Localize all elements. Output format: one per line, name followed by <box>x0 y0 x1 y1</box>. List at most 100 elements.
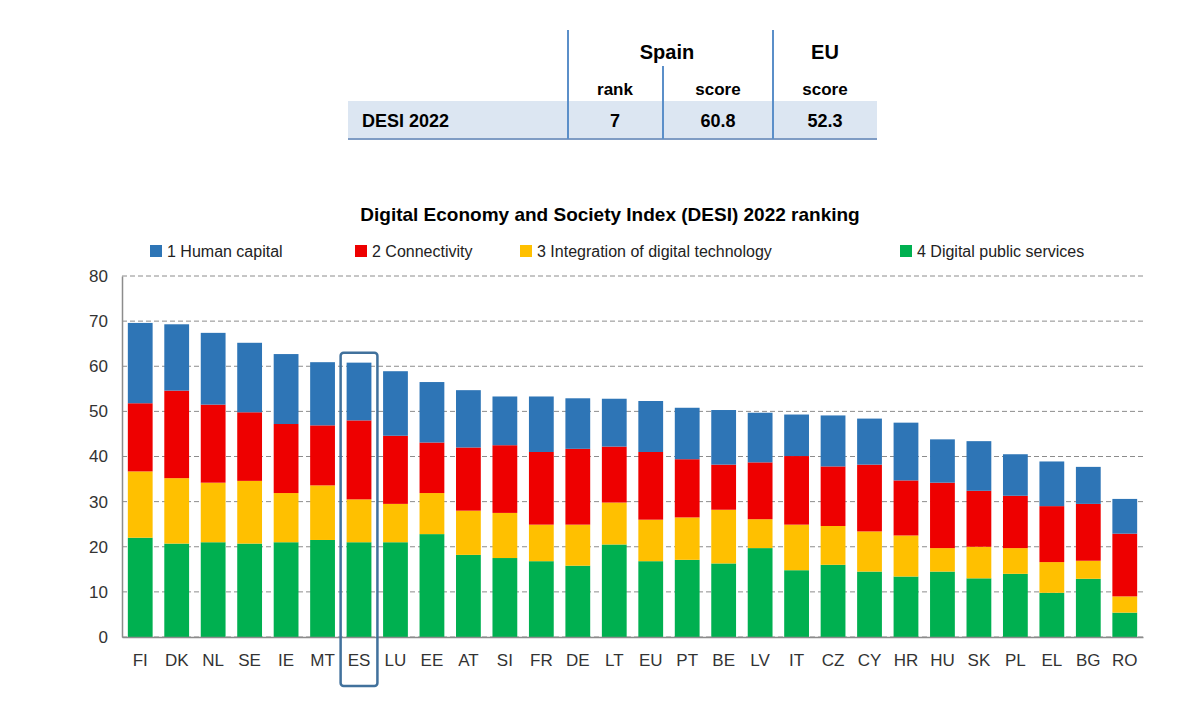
bar-segment <box>274 354 299 424</box>
bar-segment <box>420 534 445 637</box>
x-tick-label: FR <box>530 651 553 670</box>
y-tick-label: 70 <box>89 312 108 331</box>
bar-segment <box>1003 574 1028 637</box>
bar-segment <box>967 578 992 637</box>
bar-segment <box>602 503 627 545</box>
bar-segment <box>492 445 517 513</box>
x-tick: CZ <box>822 637 845 670</box>
bar-segment <box>274 424 299 493</box>
bar-segment <box>711 563 736 637</box>
bar-segment <box>1039 461 1064 506</box>
x-tick-label: BG <box>1076 651 1101 670</box>
bar-segment <box>784 456 809 525</box>
x-tick-label: PL <box>1005 651 1026 670</box>
x-tick: ES <box>348 637 371 670</box>
legend-label: 4 Digital public services <box>917 243 1084 260</box>
y-tick: 70 <box>89 312 122 331</box>
x-tick: LU <box>385 637 407 670</box>
y-tick-label: 40 <box>89 447 108 466</box>
x-tick: FR <box>530 637 553 670</box>
background <box>0 0 1200 728</box>
chart-title: Digital Economy and Society Index (DESI)… <box>360 204 859 225</box>
x-tick: SK <box>968 637 991 670</box>
x-tick-label: LU <box>385 651 407 670</box>
bar-segment <box>383 542 408 637</box>
y-tick: 40 <box>89 447 122 466</box>
y-axis: 01020304050607080 <box>89 267 122 647</box>
bar-segment <box>638 401 663 452</box>
bar-segment <box>383 371 408 436</box>
bar-segment <box>784 570 809 637</box>
table-column-header: score <box>695 80 740 99</box>
bar-segment <box>894 480 919 535</box>
bar-segment <box>930 483 955 548</box>
bar-segment <box>274 542 299 637</box>
x-tick-label: LV <box>750 651 770 670</box>
bar-segment <box>602 399 627 447</box>
y-tick: 20 <box>89 538 122 557</box>
y-tick: 30 <box>89 493 122 512</box>
bar-segment <box>310 485 335 540</box>
x-tick: CY <box>858 637 882 670</box>
bar-segment <box>930 439 955 482</box>
bar-segment <box>967 547 992 579</box>
x-tick-label: LT <box>605 651 624 670</box>
x-tick: MT <box>310 637 335 670</box>
table-cell: 7 <box>610 111 620 131</box>
bar-segment <box>456 555 481 637</box>
x-tick-label: PT <box>676 651 698 670</box>
bar-segment <box>565 398 590 449</box>
bar-segment <box>638 561 663 637</box>
bar-segment <box>128 471 153 537</box>
bar-segment <box>711 465 736 510</box>
bar-segment <box>1112 499 1137 534</box>
table-cell: 60.8 <box>700 111 735 131</box>
bar-segment <box>638 452 663 520</box>
y-tick-label: 50 <box>89 402 108 421</box>
x-tick-label: SK <box>968 651 991 670</box>
bar-segment <box>857 531 882 571</box>
x-tick-label: SE <box>238 651 261 670</box>
bar-segment <box>821 526 846 565</box>
table-cell: 52.3 <box>807 111 842 131</box>
bar-segment <box>347 420 372 499</box>
bar-segment <box>347 363 372 421</box>
bar-segment <box>602 544 627 637</box>
bar-segment <box>602 447 627 503</box>
bar-segment <box>237 544 262 637</box>
table-rule <box>662 66 664 139</box>
bar-segment <box>128 538 153 637</box>
x-tick: SI <box>497 637 513 670</box>
x-tick-label: AT <box>458 651 478 670</box>
bar-segment <box>1076 561 1101 579</box>
legend-label: 3 Integration of digital technology <box>537 243 772 260</box>
bar-segment <box>128 403 153 471</box>
bar-segment <box>821 466 846 526</box>
y-tick: 80 <box>89 267 122 286</box>
x-tick: IT <box>789 637 804 670</box>
x-tick-label: ES <box>348 651 371 670</box>
table-rule <box>348 138 877 140</box>
x-tick: IE <box>278 637 294 670</box>
x-tick: RO <box>1112 637 1138 670</box>
bar-segment <box>164 544 189 637</box>
bar-segment <box>675 459 700 517</box>
bar-segment <box>1076 579 1101 637</box>
x-axis-line <box>123 637 1144 639</box>
bar-segment <box>1112 534 1137 597</box>
bar-segment <box>128 323 153 403</box>
bar-segment <box>1112 596 1137 612</box>
bar-segment <box>894 577 919 637</box>
bar-segment <box>675 517 700 559</box>
table-column-header: score <box>802 80 847 99</box>
x-tick: LV <box>750 637 770 670</box>
x-tick-label: BE <box>712 651 735 670</box>
bar-segment <box>748 462 773 519</box>
bar-segment <box>784 525 809 571</box>
bar-segment <box>529 525 554 562</box>
bar-segment <box>310 425 335 485</box>
bars <box>128 323 1137 637</box>
legend-swatch <box>900 245 912 257</box>
x-tick-label: IT <box>789 651 804 670</box>
legend-swatch <box>355 245 367 257</box>
